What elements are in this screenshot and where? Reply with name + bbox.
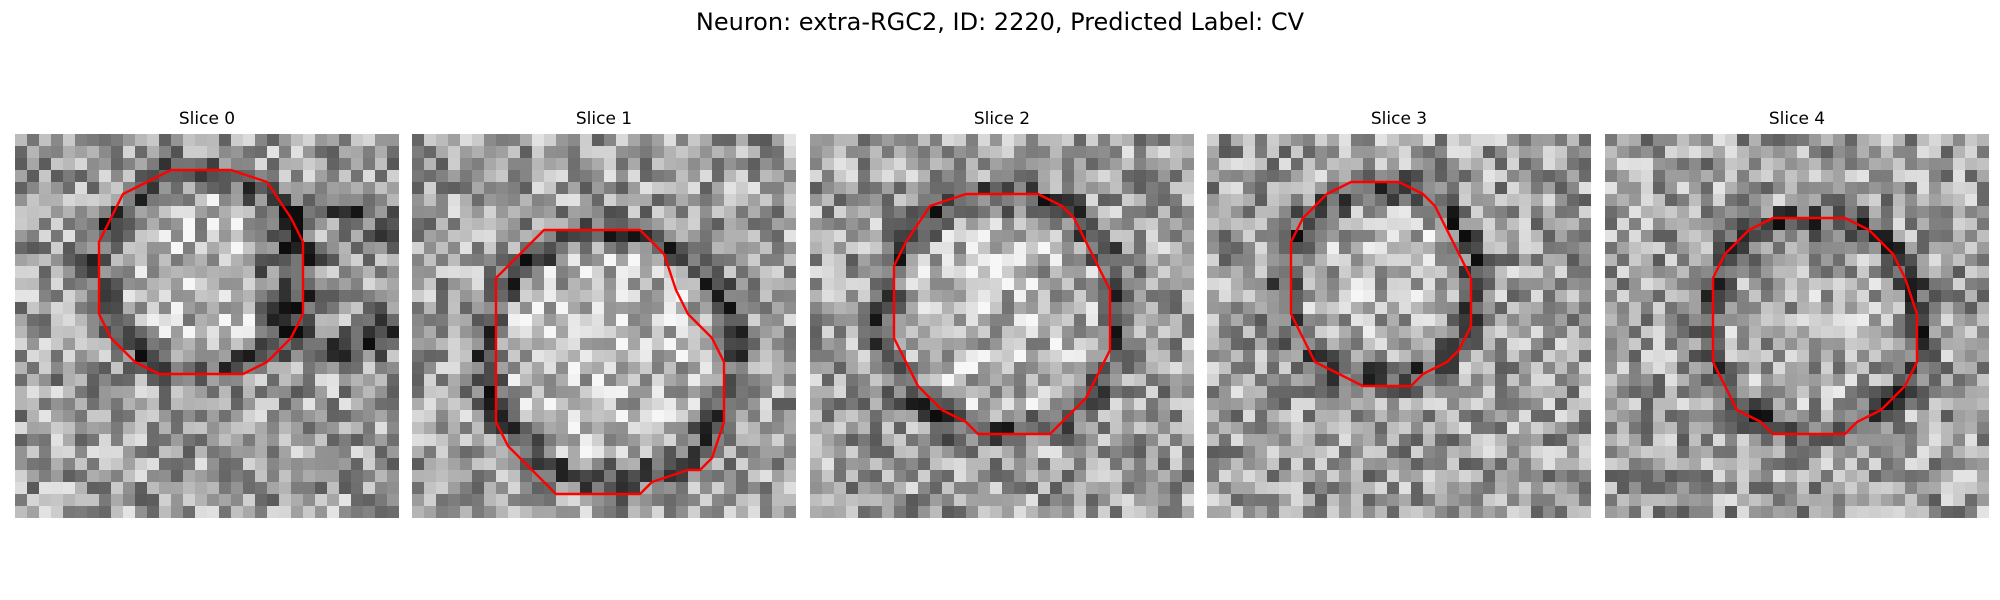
pixel-grid <box>1605 134 1989 518</box>
slice-panel-4: Slice 4 <box>1605 108 1989 518</box>
slice-image <box>1605 134 1989 518</box>
slice-title: Slice 0 <box>178 109 236 129</box>
slice-panel-3: Slice 3 <box>1207 108 1591 518</box>
pixel-grid <box>1207 134 1591 518</box>
cell-contour <box>97 168 305 376</box>
figure-title: Neuron: extra-RGC2, ID: 2220, Predicted … <box>695 8 1305 36</box>
slice-title: Slice 3 <box>1370 109 1428 129</box>
slice-image <box>15 134 399 518</box>
slice-title: Slice 4 <box>1768 109 1826 129</box>
pixel-grid <box>15 134 399 518</box>
cell-contour <box>892 192 1112 436</box>
slice-image <box>412 134 796 518</box>
slice-image <box>1207 134 1591 518</box>
slice-title: Slice 2 <box>973 109 1031 129</box>
slice-panel-0: Slice 0 <box>15 108 399 518</box>
cell-contour <box>1289 180 1473 388</box>
cell-contour <box>494 228 726 496</box>
pixel-grid <box>412 134 796 518</box>
slice-image <box>810 134 1194 518</box>
slice-panel-1: Slice 1 <box>412 108 796 518</box>
slice-title: Slice 1 <box>575 109 633 129</box>
slice-panel-2: Slice 2 <box>810 108 1194 518</box>
pixel-grid <box>810 134 1194 518</box>
cell-contour <box>1711 216 1919 436</box>
